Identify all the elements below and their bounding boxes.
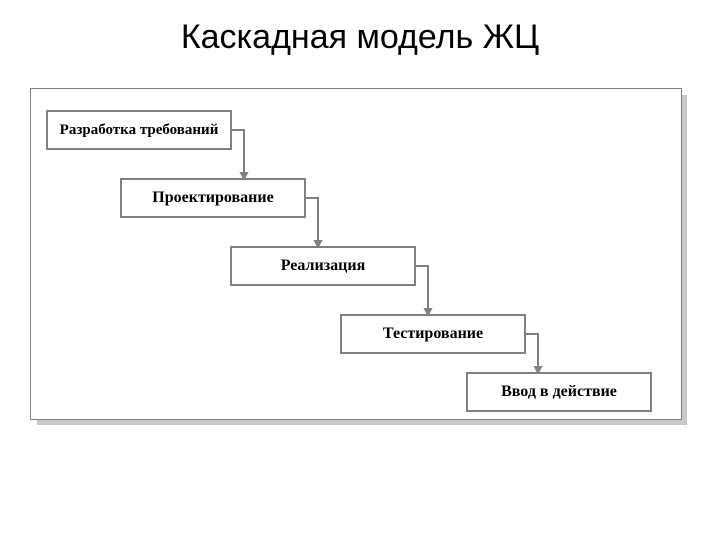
stage-label-n5: Ввод в действие bbox=[501, 383, 617, 401]
slide: Каскадная модель ЖЦ Разработка требовани… bbox=[0, 0, 720, 540]
stage-label-n3: Реализация bbox=[281, 257, 366, 275]
stage-label-n2: Проектирование bbox=[152, 189, 273, 207]
stage-box-n5: Ввод в действие bbox=[466, 372, 652, 412]
stage-box-n3: Реализация bbox=[230, 246, 416, 286]
stage-label-n4: Тестирование bbox=[383, 325, 483, 343]
stage-box-n2: Проектирование bbox=[120, 178, 306, 218]
page-title: Каскадная модель ЖЦ bbox=[0, 18, 720, 57]
stage-box-n4: Тестирование bbox=[340, 314, 526, 354]
stage-box-n1: Разработка требований bbox=[46, 110, 232, 150]
stage-label-n1: Разработка требований bbox=[60, 122, 219, 139]
